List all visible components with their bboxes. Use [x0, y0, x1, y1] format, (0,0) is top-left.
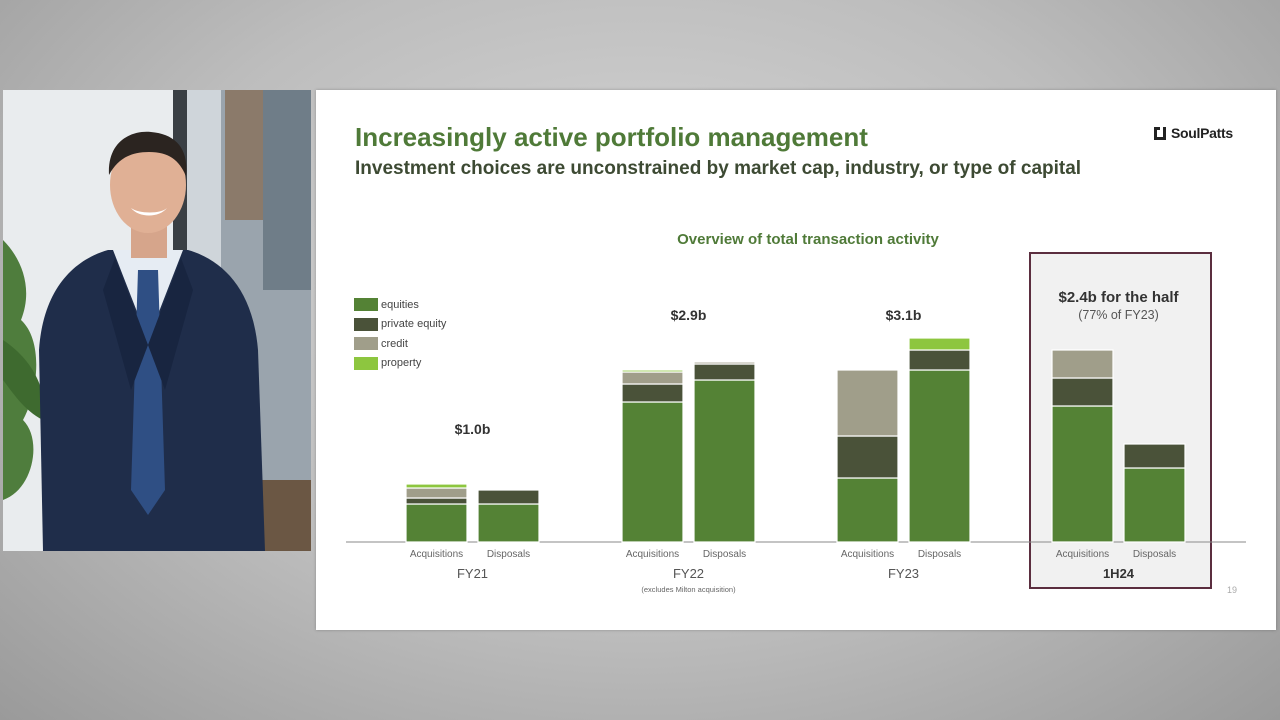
bar-segment-equities — [405, 503, 468, 543]
transaction-chart: Acquisitions Disposals FY21 $1.0b Acquisitio… — [346, 252, 1246, 594]
legend-swatch — [354, 317, 378, 331]
bar-category-label: Disposals — [487, 549, 530, 560]
slide-title: Increasingly active portfolio management — [355, 122, 868, 152]
bar-segment-credit — [836, 369, 899, 437]
bar-segment-credit — [1051, 349, 1114, 379]
legend-item-property: property — [354, 354, 446, 374]
group-label: FY21 — [457, 566, 488, 581]
group-total-sublabel: (77% of FY23) — [1078, 308, 1159, 322]
group-label: 1H24 — [1103, 566, 1135, 581]
group-total-label: $2.9b — [671, 307, 707, 323]
bar-segment-private-equity — [1123, 443, 1186, 469]
bar-segment-credit — [693, 361, 756, 365]
company-logo: SoulPatts — [1154, 125, 1233, 141]
group-total-label: $1.0b — [455, 421, 491, 437]
bar-segment-equities — [477, 503, 540, 543]
legend-item-private-equity: private equity — [354, 315, 446, 335]
bar-segment-private-equity — [693, 363, 756, 381]
bar-category-label: Disposals — [1133, 549, 1176, 560]
bar-category-label: Acquisitions — [841, 549, 894, 560]
bar-segment-credit — [405, 487, 468, 499]
bar-segment-property — [908, 337, 971, 351]
bar-category-label: Acquisitions — [626, 549, 679, 560]
bar-segment-private-equity — [836, 435, 899, 479]
group-label: FY23 — [888, 566, 919, 581]
chart-legend: equities private equity credit property — [354, 295, 446, 373]
legend-label: equities — [381, 298, 419, 311]
bar-segment-equities — [1051, 405, 1114, 543]
legend-label: property — [381, 357, 422, 370]
page-number: 19 — [1227, 585, 1238, 595]
bar-segment-private-equity — [621, 383, 684, 403]
bar-segment-equities — [693, 379, 756, 543]
legend-label: credit — [381, 337, 408, 350]
legend-item-credit: credit — [354, 334, 446, 354]
bar-segment-private-equity — [1051, 377, 1114, 407]
logo-mark-icon — [1154, 126, 1166, 140]
bar-category-label: Disposals — [918, 549, 961, 560]
bar-segment-private-equity — [908, 349, 971, 371]
bar-segment-equities — [836, 477, 899, 543]
legend-swatch — [354, 356, 378, 370]
bar-segment-private-equity — [477, 489, 540, 505]
bar-segment-property — [621, 369, 684, 373]
bar-category-label: Acquisitions — [1056, 549, 1109, 560]
slide-subtitle: Investment choices are unconstrained by … — [355, 158, 1082, 179]
group-note: (excludes Milton acquisition) — [641, 585, 736, 594]
bar-segment-equities — [1123, 467, 1186, 543]
legend-swatch — [354, 298, 378, 312]
slide: Increasingly active portfolio management… — [316, 90, 1276, 630]
bar-category-label: Acquisitions — [410, 549, 463, 560]
legend-item-equities: equities — [354, 295, 446, 315]
group-label: FY22 — [673, 566, 704, 581]
bar-segment-equities — [621, 401, 684, 543]
group-total-label: $2.4b for the half — [1058, 289, 1179, 306]
bar-category-label: Disposals — [703, 549, 746, 560]
group-total-label: $3.1b — [886, 307, 922, 323]
legend-label: private equity — [381, 318, 447, 331]
chart-title: Overview of total transaction activity — [677, 231, 939, 248]
presenter-photo — [3, 90, 311, 551]
bar-segment-credit — [621, 371, 684, 385]
bar-segment-private-equity — [405, 497, 468, 505]
logo-text: SoulPatts — [1171, 125, 1233, 141]
legend-swatch — [354, 337, 378, 351]
bar-segment-property — [405, 483, 468, 489]
bar-segment-equities — [908, 369, 971, 543]
